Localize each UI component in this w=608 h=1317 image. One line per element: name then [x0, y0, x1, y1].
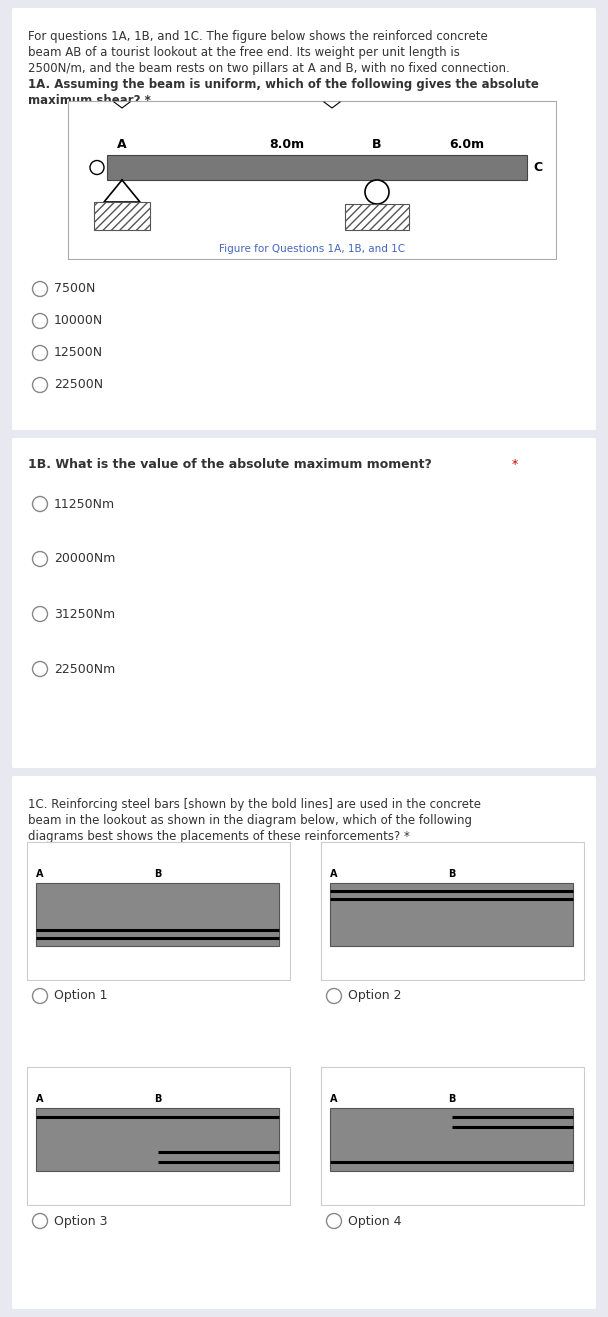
Bar [94, 202, 150, 230]
Circle shape [32, 345, 47, 361]
Text: beam AB of a tourist lookout at the free end. Its weight per unit length is: beam AB of a tourist lookout at the free… [28, 46, 460, 59]
Text: A: A [117, 138, 127, 151]
FancyBboxPatch shape [27, 842, 290, 980]
Text: diagrams best shows the placements of these reinforcements? *: diagrams best shows the placements of th… [28, 830, 410, 843]
Text: 2500N/m, and the beam rests on two pillars at A and B, with no fixed connection.: 2500N/m, and the beam rests on two pilla… [28, 62, 510, 75]
Text: 22500N: 22500N [54, 378, 103, 391]
Text: 31250Nm: 31250Nm [54, 607, 115, 620]
Text: Option 1: Option 1 [54, 989, 108, 1002]
Circle shape [32, 313, 47, 328]
Text: beam in the lookout as shown in the diagram below, which of the following: beam in the lookout as shown in the diag… [28, 814, 472, 827]
Text: Option 4: Option 4 [348, 1214, 401, 1227]
FancyBboxPatch shape [11, 437, 597, 769]
Text: B: B [372, 138, 382, 151]
Text: 11250Nm: 11250Nm [54, 498, 115, 511]
Circle shape [326, 989, 342, 1004]
Text: A: A [36, 1094, 44, 1104]
Bar [36, 1108, 279, 1171]
Text: 12500N: 12500N [54, 346, 103, 360]
FancyBboxPatch shape [321, 1067, 584, 1205]
Text: 8.0m: 8.0m [269, 138, 305, 151]
Text: B: B [448, 869, 455, 878]
Text: 1A. Assuming the beam is uniform, which of the following gives the absolute: 1A. Assuming the beam is uniform, which … [28, 78, 539, 91]
Circle shape [365, 180, 389, 204]
Bar [107, 155, 527, 180]
Text: 22500Nm: 22500Nm [54, 662, 116, 676]
Bar [36, 882, 279, 946]
Circle shape [32, 282, 47, 296]
Circle shape [32, 552, 47, 566]
Text: A: A [36, 869, 44, 878]
Text: A: A [330, 1094, 337, 1104]
Text: 7500N: 7500N [54, 283, 95, 295]
Text: Option 3: Option 3 [54, 1214, 108, 1227]
Text: 1C. Reinforcing steel bars [shown by the bold lines] are used in the concrete: 1C. Reinforcing steel bars [shown by the… [28, 798, 481, 811]
Circle shape [32, 497, 47, 511]
Text: maximum shear? *: maximum shear? * [28, 94, 151, 107]
Text: Option 2: Option 2 [348, 989, 401, 1002]
Bar [330, 882, 573, 946]
Text: 1B. What is the value of the absolute maximum moment?: 1B. What is the value of the absolute ma… [28, 458, 437, 471]
Text: A: A [330, 869, 337, 878]
FancyBboxPatch shape [11, 7, 597, 431]
FancyBboxPatch shape [321, 842, 584, 980]
Bar [345, 204, 409, 230]
Circle shape [32, 378, 47, 392]
Text: C: C [533, 161, 542, 174]
Text: B: B [154, 869, 161, 878]
Text: B: B [154, 1094, 161, 1104]
Text: 20000Nm: 20000Nm [54, 553, 116, 565]
Text: For questions 1A, 1B, and 1C. The figure below shows the reinforced concrete: For questions 1A, 1B, and 1C. The figure… [28, 30, 488, 43]
Text: Figure for Questions 1A, 1B, and 1C: Figure for Questions 1A, 1B, and 1C [219, 244, 405, 254]
Circle shape [32, 607, 47, 622]
Circle shape [32, 661, 47, 677]
Circle shape [326, 1213, 342, 1229]
Text: *: * [512, 458, 518, 471]
Circle shape [32, 1213, 47, 1229]
Bar [330, 1108, 573, 1171]
Text: B: B [448, 1094, 455, 1104]
Text: 10000N: 10000N [54, 315, 103, 328]
FancyBboxPatch shape [27, 1067, 290, 1205]
Text: 6.0m: 6.0m [449, 138, 485, 151]
Circle shape [90, 161, 104, 174]
Circle shape [32, 989, 47, 1004]
FancyBboxPatch shape [11, 774, 597, 1310]
FancyBboxPatch shape [68, 101, 556, 259]
